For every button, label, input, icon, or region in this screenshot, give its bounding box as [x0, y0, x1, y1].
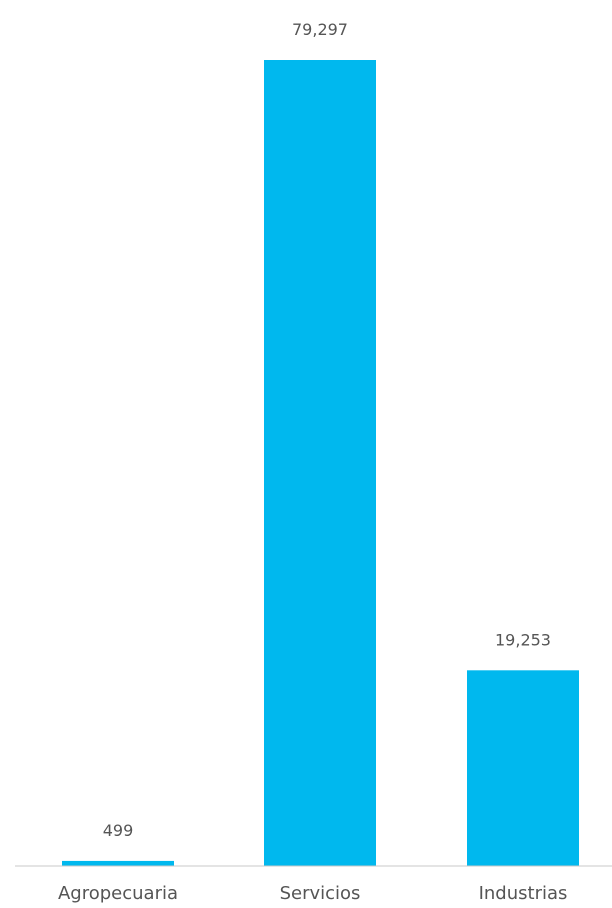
- category-label-servicios: Servicios: [280, 883, 361, 904]
- category-label-industrias: Industrias: [479, 883, 568, 904]
- value-labels-group: 499 79,297 19,253: [103, 20, 551, 840]
- value-label-servicios: 79,297: [292, 20, 348, 39]
- bars-group: [62, 60, 579, 866]
- bar-industrias: [467, 670, 579, 866]
- category-labels-group: Agropecuaria Servicios Industrias: [58, 883, 567, 904]
- bar-servicios: [264, 60, 376, 866]
- bar-agropecuaria: [62, 860, 174, 866]
- value-label-agropecuaria: 499: [103, 821, 134, 840]
- value-label-industrias: 19,253: [495, 630, 551, 649]
- category-label-agropecuaria: Agropecuaria: [58, 883, 178, 904]
